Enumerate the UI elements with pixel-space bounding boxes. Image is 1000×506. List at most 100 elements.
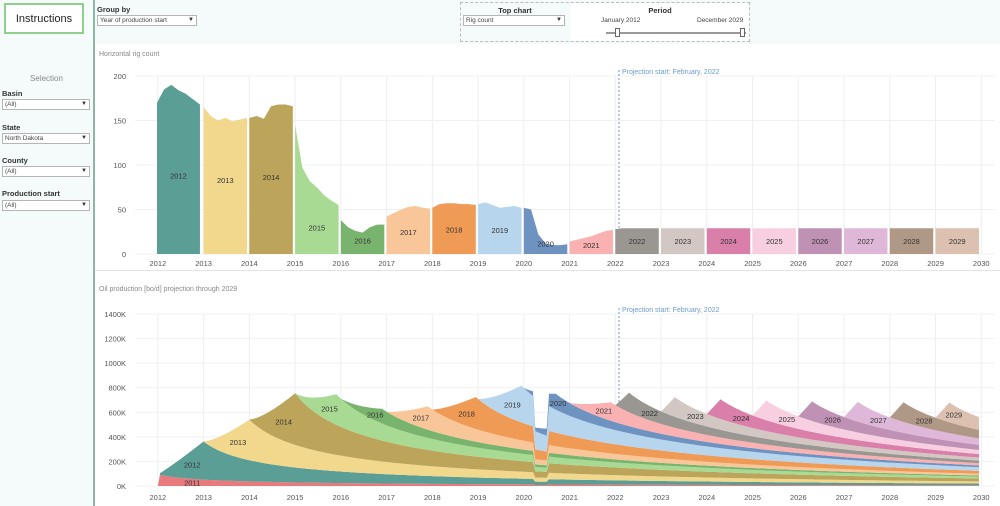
state-filter-value: North Dakota (5, 135, 44, 142)
x-tick-label: 2021 (561, 493, 578, 502)
period-slider-start-handle[interactable] (615, 28, 620, 37)
rig-area-2020 (523, 207, 568, 254)
rig-year-label: 2028 (903, 237, 920, 246)
production-start-filter-dropdown[interactable]: (All) ▼ (2, 200, 90, 211)
y-tick-label: 0 (122, 250, 126, 259)
y-tick-label: 200K (108, 457, 126, 466)
x-tick-label: 2022 (607, 493, 624, 502)
rig-area-2015 (295, 124, 339, 254)
oil-area-2025 (157, 385, 979, 486)
rig-area-2024 (706, 228, 751, 254)
oil-year-label: 2011 (184, 478, 200, 487)
rig-year-label: 2024 (720, 237, 737, 246)
x-tick-label: 2013 (195, 259, 212, 268)
top-chart-dropdown[interactable]: Rig count ▼ (463, 15, 565, 26)
selection-title: Selection (30, 74, 63, 83)
basin-filter-label: Basin (2, 89, 23, 98)
x-tick-label: 2014 (241, 493, 258, 502)
oil-area-2024 (157, 385, 979, 486)
period-panel (571, 3, 749, 41)
x-tick-label: 2020 (515, 259, 532, 268)
x-tick-label: 2016 (333, 493, 350, 502)
period-label: Period (648, 6, 672, 15)
oil-year-label: 2024 (733, 414, 750, 423)
chevron-down-icon: ▼ (81, 202, 87, 208)
rig-year-label: 2022 (629, 237, 646, 246)
x-tick-label: 2013 (195, 493, 212, 502)
rig-year-label: 2026 (812, 237, 829, 246)
oil-year-label: 2016 (367, 410, 384, 419)
x-tick-label: 2027 (836, 493, 853, 502)
x-tick-label: 2012 (150, 259, 167, 268)
rig-area-2026 (798, 228, 842, 254)
county-filter-dropdown[interactable]: (All) ▼ (2, 166, 90, 177)
period-slider-end-handle[interactable] (740, 28, 745, 37)
x-tick-label: 2018 (424, 259, 441, 268)
rig-area-2018 (432, 203, 476, 254)
x-tick-label: 2015 (287, 259, 304, 268)
x-tick-label: 2012 (150, 493, 167, 502)
group-by-dropdown[interactable]: Year of production start ▼ (97, 15, 197, 26)
x-tick-label: 2024 (698, 259, 715, 268)
county-filter-label: County (2, 156, 28, 165)
period-end-label: December 2029 (697, 17, 744, 24)
oil-area-2018 (157, 393, 979, 486)
x-tick-label: 2029 (927, 493, 944, 502)
x-tick-label: 2024 (698, 493, 715, 502)
rig-area-2028 (889, 228, 934, 254)
rig-year-label: 2016 (354, 236, 371, 245)
rig-area-2025 (752, 228, 797, 254)
basin-filter-value: (All) (5, 101, 17, 108)
x-tick-label: 2026 (790, 259, 807, 268)
oil-year-label: 2020 (550, 399, 567, 408)
x-tick-label: 2020 (515, 493, 532, 502)
chevron-down-icon: ▼ (81, 168, 87, 174)
projection-start-annotation: Projection start: February, 2022 (622, 69, 720, 76)
basin-filter-dropdown[interactable]: (All) ▼ (2, 99, 90, 110)
oil-year-label: 2027 (870, 416, 887, 425)
x-tick-label: 2021 (561, 259, 578, 268)
rig-area-2016 (340, 220, 385, 254)
rig-area-2023 (661, 228, 705, 254)
rig-year-label: 2023 (674, 237, 691, 246)
chevron-down-icon: ▼ (556, 17, 562, 23)
y-tick-label: 0K (117, 482, 126, 491)
oil-area-2013 (157, 419, 979, 486)
period-slider-track[interactable] (606, 32, 746, 34)
oil-year-label: 2023 (687, 412, 704, 421)
oil-year-label: 2028 (916, 416, 933, 425)
oil-area-2020 (157, 385, 979, 486)
oil-year-label: 2015 (321, 405, 338, 414)
y-tick-label: 1200K (104, 335, 126, 344)
x-tick-label: 2025 (744, 493, 761, 502)
x-tick-label: 2028 (881, 493, 898, 502)
group-by-label: Group by (97, 5, 131, 14)
rig-area-2017 (386, 205, 431, 254)
y-tick-label: 400K (108, 433, 126, 442)
x-tick-label: 2016 (333, 259, 350, 268)
top-chart-value: Rig count (466, 17, 494, 24)
instructions-button[interactable]: Instructions (4, 3, 84, 34)
rig-year-label: 2019 (491, 226, 508, 235)
oil-area-2012 (157, 441, 979, 486)
group-by-value: Year of production start (100, 17, 167, 24)
y-tick-label: 800K (108, 384, 126, 393)
y-tick-label: 100 (113, 161, 126, 170)
rig-area-2022 (615, 228, 659, 254)
oil-year-label: 2029 (945, 411, 962, 420)
oil-year-label: 2025 (779, 415, 796, 424)
oil-year-label: 2019 (504, 400, 521, 409)
chevron-down-icon: ▼ (188, 17, 194, 23)
county-filter-value: (All) (5, 168, 17, 175)
rig-year-label: 2013 (217, 176, 234, 185)
rig-area-2019 (478, 202, 522, 254)
rig-year-label: 2020 (537, 239, 554, 248)
x-tick-label: 2030 (973, 259, 990, 268)
state-filter-dropdown[interactable]: North Dakota ▼ (2, 133, 90, 144)
rig-year-label: 2021 (583, 241, 600, 250)
x-tick-label: 2025 (744, 259, 761, 268)
rig-area-2029 (935, 228, 979, 254)
x-tick-label: 2023 (653, 259, 670, 268)
y-tick-label: 200 (113, 72, 126, 81)
